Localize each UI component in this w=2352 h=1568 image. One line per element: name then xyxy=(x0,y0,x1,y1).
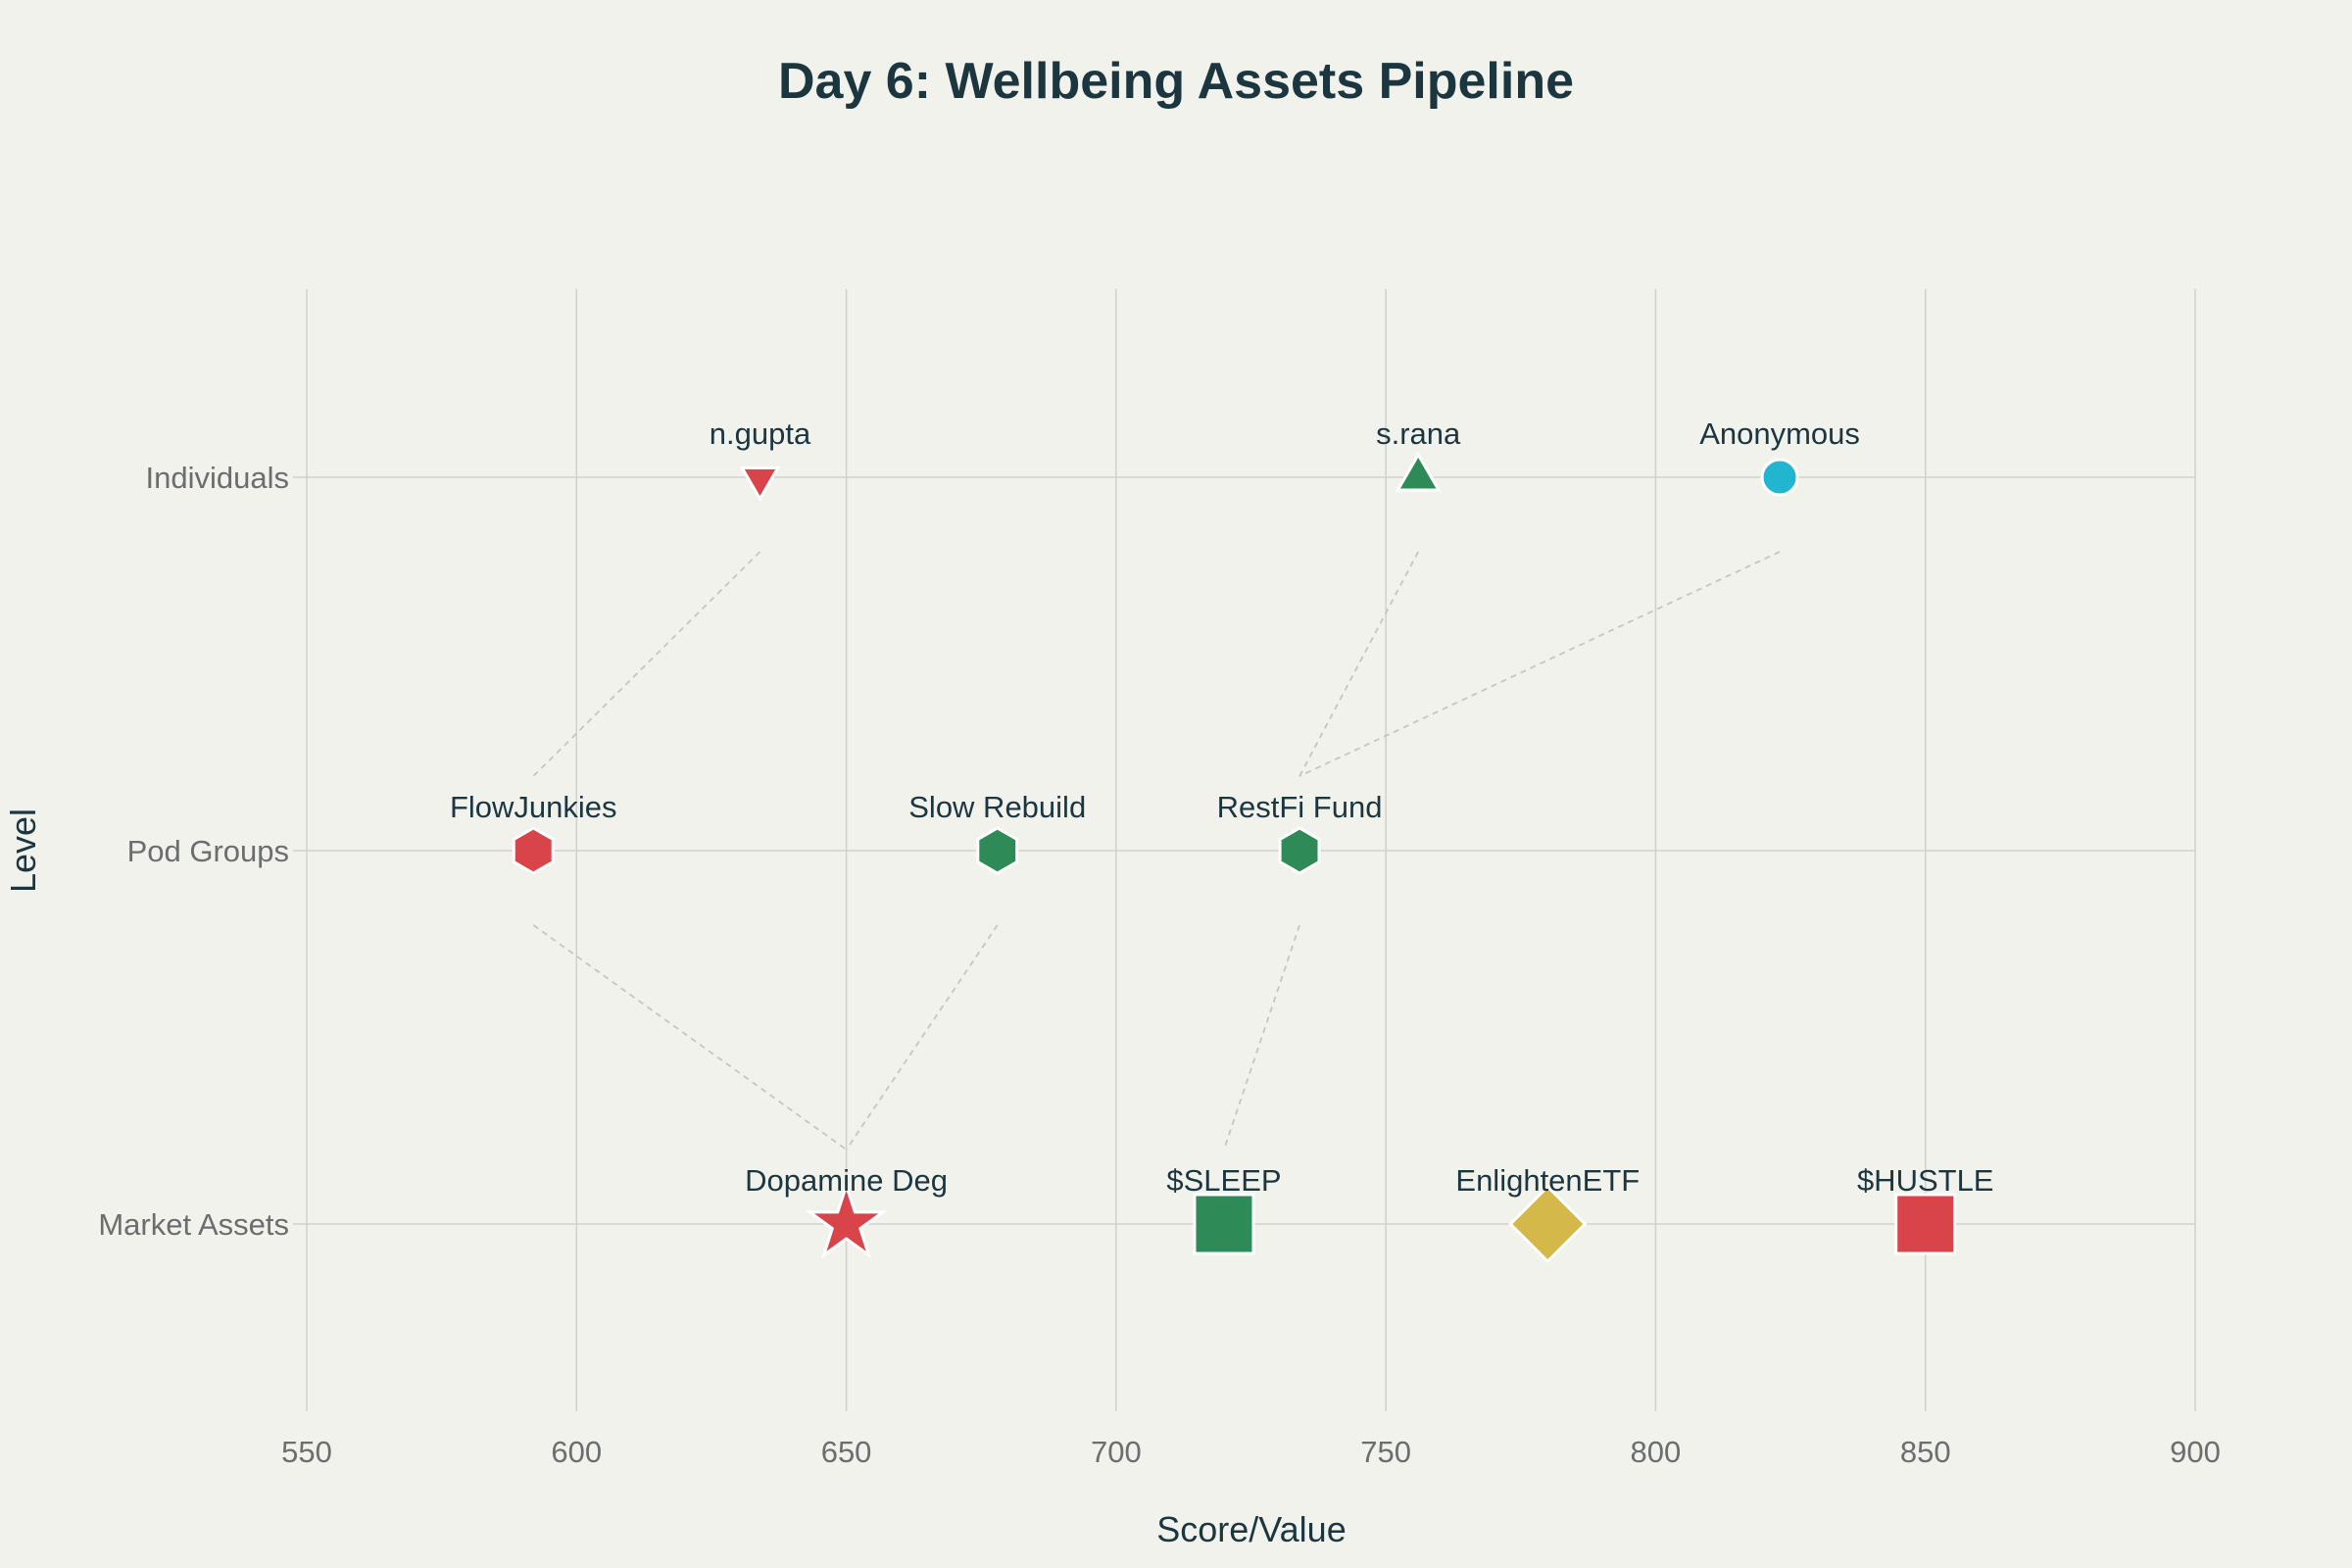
point-label-flowjunkies: FlowJunkies xyxy=(450,790,617,824)
marker-s-rana[interactable] xyxy=(1395,452,1442,492)
marker-enlightenetf[interactable] xyxy=(1508,1184,1588,1264)
x-tick-label-800: 800 xyxy=(1631,1435,1682,1469)
x-tick-label-550: 550 xyxy=(281,1435,332,1469)
y-axis-title: Level xyxy=(3,808,43,893)
marker-anonymous[interactable] xyxy=(1760,458,1799,497)
marker-slow-rebuild[interactable] xyxy=(976,826,1019,875)
connection-flowjunkies-to-dopamine-deg xyxy=(532,924,848,1151)
point-label-n-gupta: n.gupta xyxy=(710,416,811,451)
marker-layer xyxy=(512,452,1957,1264)
marker-flowjunkies[interactable] xyxy=(512,826,555,875)
marker-sleep[interactable] xyxy=(1193,1193,1255,1255)
connection-s-rana-to-restfi-fund xyxy=(1298,551,1419,777)
marker-hustle[interactable] xyxy=(1894,1193,1957,1255)
point-label-anonymous: Anonymous xyxy=(1699,416,1860,451)
connection-restfi-fund-to-sleep xyxy=(1223,924,1300,1151)
y-tick-label-market-assets: Market Assets xyxy=(98,1207,289,1242)
connection-anonymous-to-restfi-fund xyxy=(1298,551,1781,777)
x-tick-label-850: 850 xyxy=(1900,1435,1951,1469)
point-label-enlightenetf: EnlightenETF xyxy=(1455,1163,1640,1198)
point-label-restfi-fund: RestFi Fund xyxy=(1217,790,1383,824)
text-layer: Day 6: Wellbeing Assets Pipeline Score/V… xyxy=(3,53,2221,1549)
point-label-hustle: $HUSTLE xyxy=(1857,1163,1994,1198)
x-axis-title: Score/Value xyxy=(1156,1509,1346,1549)
point-label-sleep: $SLEEP xyxy=(1166,1163,1281,1198)
x-tick-label-750: 750 xyxy=(1360,1435,1411,1469)
point-label-dopamine-deg: Dopamine Deg xyxy=(745,1163,948,1198)
x-tick-label-900: 900 xyxy=(2170,1435,2221,1469)
connection-slow-rebuild-to-dopamine-deg xyxy=(845,924,999,1151)
y-tick-label-pod-groups: Pod Groups xyxy=(127,834,289,868)
point-label-s-rana: s.rana xyxy=(1376,416,1461,451)
marker-restfi-fund[interactable] xyxy=(1278,826,1321,875)
chart-title: Day 6: Wellbeing Assets Pipeline xyxy=(778,53,1574,110)
y-tick-label-individuals: Individuals xyxy=(146,461,289,495)
x-tick-label-700: 700 xyxy=(1091,1435,1142,1469)
connection-layer xyxy=(532,551,1781,1151)
point-label-slow-rebuild: Slow Rebuild xyxy=(908,790,1086,824)
connection-n-gupta-to-flowjunkies xyxy=(532,551,761,777)
marker-dopamine-deg[interactable] xyxy=(805,1181,888,1259)
marker-n-gupta[interactable] xyxy=(739,466,781,502)
x-tick-label-600: 600 xyxy=(551,1435,602,1469)
x-tick-label-650: 650 xyxy=(821,1435,872,1469)
